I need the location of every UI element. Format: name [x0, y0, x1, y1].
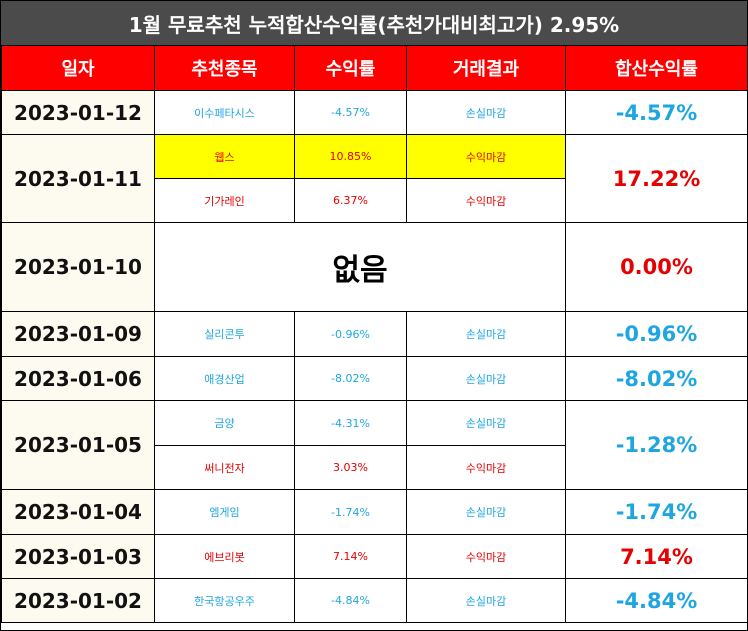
stock-return: -8.02% [294, 356, 407, 401]
page-title: 1월 무료추천 누적합산수익률(추천가대비최고가) 2.95% [1, 1, 747, 45]
trade-result: 수익마감 [406, 134, 566, 179]
date-cell: 2023-01-06 [1, 356, 155, 401]
table-row: 2023-01-06 애경산업 -8.02% 손실마감 -8.02% [1, 356, 748, 401]
stock-return: 7.14% [294, 534, 407, 579]
trade-result: 수익마감 [406, 178, 566, 223]
trade-result: 손실마감 [406, 311, 566, 357]
trade-result: 수익마감 [406, 445, 566, 490]
stock-name: 금양 [154, 400, 295, 446]
date-cell: 2023-01-11 [1, 134, 155, 223]
stock-name: 써니전자 [154, 445, 295, 490]
stock-name: 한국항공우주 [154, 578, 295, 623]
total-return: -8.02% [565, 356, 748, 401]
date-cell: 2023-01-09 [1, 311, 155, 357]
header-date: 일자 [1, 45, 155, 91]
stock-return: 3.03% [294, 445, 407, 490]
stock-return: -4.57% [294, 90, 407, 135]
trade-result: 손실마감 [406, 356, 566, 401]
no-recommendation-label: 없음 [154, 222, 566, 312]
table-row: 2023-01-05 금양 -4.31% 손실마감 -1.28% [1, 400, 748, 490]
total-return: -4.57% [565, 90, 748, 135]
table-row: 2023-01-03 에브리봇 7.14% 수익마감 7.14% [1, 534, 748, 579]
stock-return: 6.37% [294, 178, 407, 223]
stock-return: -4.31% [294, 400, 407, 446]
total-return: 0.00% [565, 222, 748, 312]
table-row: 2023-01-10 없음 0.00% [1, 222, 748, 312]
header-row: 일자 추천종목 수익률 거래결과 합산수익률 [1, 45, 748, 91]
stock-name: 애경산업 [154, 356, 295, 401]
total-return: -1.28% [565, 400, 748, 490]
total-return: 7.14% [565, 534, 748, 579]
total-return: -1.74% [565, 489, 748, 535]
trade-result: 손실마감 [406, 489, 566, 535]
table-row: 2023-01-12 이수페타시스 -4.57% 손실마감 -4.57% [1, 90, 748, 135]
stock-name: 에브리봇 [154, 534, 295, 579]
header-result: 거래결과 [406, 45, 566, 91]
table-row: 써니전자 3.03% 수익마감 [2, 445, 748, 490]
total-return: 17.22% [565, 134, 748, 223]
stock-return: -0.96% [294, 311, 407, 357]
stock-name: 엠게임 [154, 489, 295, 535]
stock-name: 기가레인 [154, 178, 295, 223]
table-row: 2023-01-04 엠게임 -1.74% 손실마감 -1.74% [1, 489, 748, 535]
trade-result: 손실마감 [406, 400, 566, 446]
date-cell: 2023-01-02 [1, 578, 155, 623]
date-cell: 2023-01-12 [1, 90, 155, 135]
table-row: 2023-01-09 실리콘투 -0.96% 손실마감 -0.96% [1, 311, 748, 357]
table-row: 기가레인 6.37% 수익마감 [2, 178, 748, 223]
stock-name: 이수페타시스 [154, 90, 295, 135]
stock-name: 웹스 [154, 134, 295, 179]
stock-return: 10.85% [294, 134, 407, 179]
total-return: -4.84% [565, 578, 748, 623]
date-cell: 2023-01-05 [1, 400, 155, 490]
header-return: 수익률 [294, 45, 407, 91]
stock-return: -1.74% [294, 489, 407, 535]
table-row: 2023-01-11 웹스 10.85% 수익마감 17.22% [1, 134, 748, 223]
date-cell: 2023-01-04 [1, 489, 155, 535]
recommendation-results-table: 일자 추천종목 수익률 거래결과 합산수익률 2023-01-12 이수페타시스… [1, 45, 748, 623]
trade-result: 수익마감 [406, 534, 566, 579]
table-row: 2023-01-02 한국항공우주 -4.84% 손실마감 -4.84% [1, 578, 748, 623]
stock-name: 실리콘투 [154, 311, 295, 357]
trade-result: 손실마감 [406, 90, 566, 135]
stock-return: -4.84% [294, 578, 407, 623]
trade-result: 손실마감 [406, 578, 566, 623]
date-cell: 2023-01-10 [1, 222, 155, 312]
total-return: -0.96% [565, 311, 748, 357]
header-stock: 추천종목 [154, 45, 295, 91]
date-cell: 2023-01-03 [1, 534, 155, 579]
header-total-return: 합산수익률 [565, 45, 748, 91]
